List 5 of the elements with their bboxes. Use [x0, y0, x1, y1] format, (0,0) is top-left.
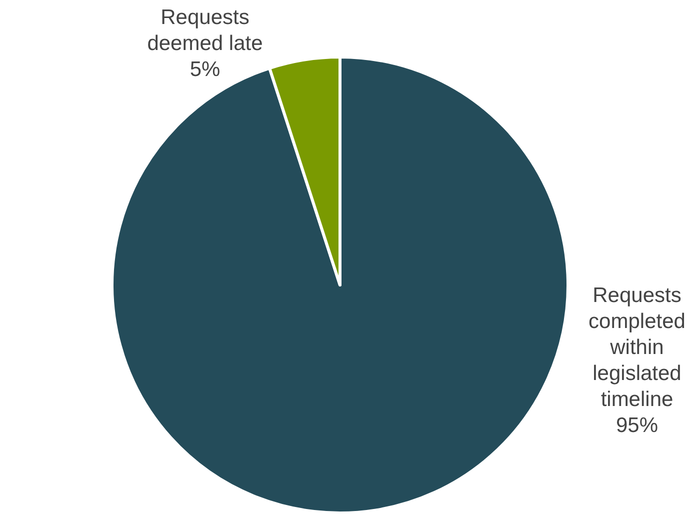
data-label: 5%: [190, 58, 220, 81]
data-label: 95%: [616, 414, 658, 437]
slice-label: Requests deemed late: [147, 6, 263, 55]
slice-label: Requests completed within legislated timeline: [588, 284, 686, 411]
pie-slice: [110, 56, 570, 514]
